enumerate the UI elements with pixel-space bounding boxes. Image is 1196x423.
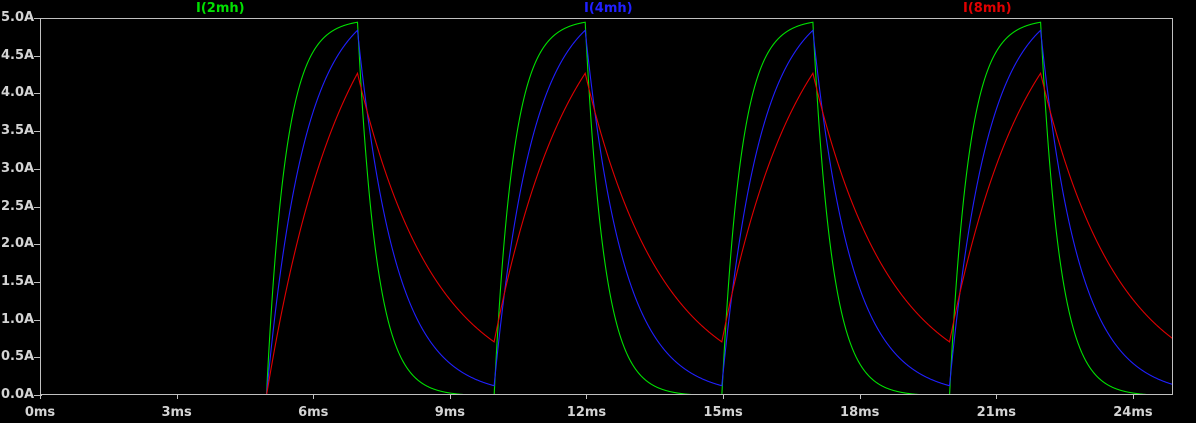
x-axis-tick-mark	[313, 391, 315, 399]
y-axis-tick-label: 2.5A	[1, 198, 35, 214]
x-axis-tick-label: 9ms	[434, 405, 466, 420]
x-axis-tick-label: 21ms	[976, 405, 1017, 420]
x-axis-tick-mark	[176, 391, 178, 399]
x-axis-tick-label: 18ms	[840, 405, 880, 420]
x-axis-tick-mark	[449, 391, 451, 399]
x-axis-tick-mark	[1132, 391, 1134, 399]
y-axis-tick-label: 0.5A	[1, 349, 35, 365]
trace-i4mh	[41, 30, 1172, 394]
trace-i2mh	[41, 22, 1172, 394]
y-axis-tick-label: 3.5A	[1, 123, 35, 139]
y-axis-tick-mark	[34, 18, 42, 19]
x-axis-tick-mark	[40, 391, 41, 399]
trace-i8mh	[41, 73, 1172, 394]
y-axis-tick-label: 1.0A	[1, 311, 35, 327]
x-axis-tick-label: 15ms	[703, 405, 743, 420]
y-axis-tick-mark	[34, 93, 42, 95]
y-axis-tick-mark	[34, 168, 42, 170]
x-axis-tick-mark	[586, 391, 588, 399]
x-axis-tick-mark	[996, 391, 998, 399]
x-axis-tick-mark	[723, 391, 725, 399]
x-axis-tick-mark	[859, 391, 861, 399]
trace-layer	[41, 19, 1172, 394]
x-axis-tick-label: 0ms	[24, 405, 56, 420]
y-axis-tick-mark	[34, 244, 42, 246]
y-axis-tick-mark	[34, 131, 42, 133]
y-axis-tick-mark	[34, 395, 42, 396]
y-axis-tick-mark	[34, 357, 42, 359]
y-axis-tick-label: 1.5A	[1, 273, 35, 289]
x-axis-tick-label: 3ms	[161, 405, 192, 420]
y-axis-tick-label: 3.0A	[1, 160, 35, 176]
x-axis-tick-label: 24ms	[1113, 405, 1153, 420]
plot-area[interactable]	[40, 18, 1173, 395]
legend-item-i2mh[interactable]: I(2mh)	[196, 1, 245, 16]
y-axis-tick-label: 2.0A	[1, 236, 35, 252]
y-axis-tick-label: 4.0A	[1, 85, 35, 101]
x-axis-tick-label: 12ms	[566, 405, 607, 420]
legend-item-i8mh[interactable]: I(8mh)	[963, 1, 1012, 16]
y-axis-tick-label: 5.0A	[1, 10, 35, 25]
legend-item-i4mh[interactable]: I(4mh)	[584, 1, 633, 16]
y-axis-tick-mark	[34, 319, 42, 321]
y-axis-tick-mark	[34, 55, 42, 57]
y-axis-tick-mark	[34, 281, 42, 283]
y-axis-tick-label: 4.5A	[1, 47, 35, 63]
x-axis-tick-label: 6ms	[298, 405, 329, 420]
y-axis-tick-mark	[34, 206, 42, 208]
y-axis-tick-label: 0.0A	[1, 387, 35, 402]
